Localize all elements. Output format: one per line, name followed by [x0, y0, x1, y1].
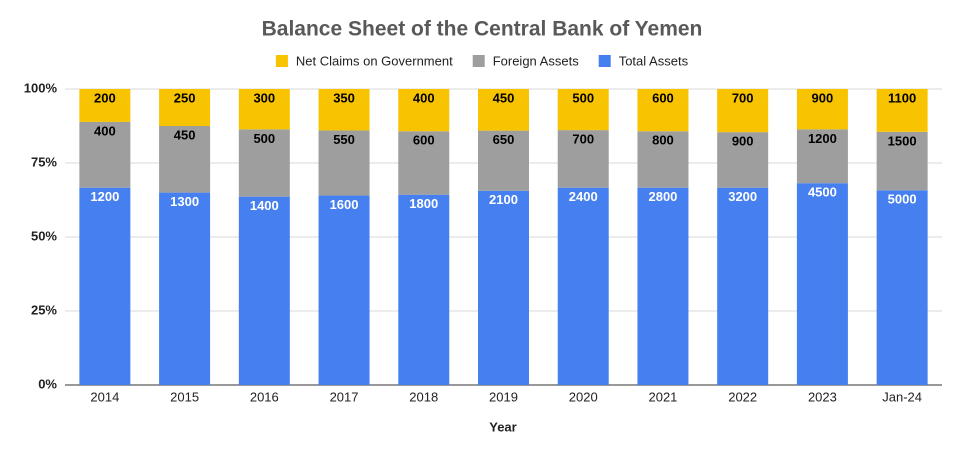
y-tick-label: 50% [31, 228, 57, 243]
bar-segment [637, 131, 689, 188]
bar-segment [79, 121, 131, 188]
data-label: 800 [652, 133, 674, 148]
data-label: 400 [413, 90, 435, 105]
data-label: 450 [493, 90, 515, 105]
x-tick-label: 2018 [409, 389, 438, 404]
bar-segment [637, 89, 689, 132]
x-tick-label: 2022 [728, 389, 757, 404]
x-tick-label: 2019 [489, 389, 518, 404]
data-label: 1200 [808, 131, 837, 146]
data-label: 200 [94, 90, 116, 105]
data-label: 450 [174, 127, 196, 142]
data-label: 1100 [888, 90, 916, 105]
bar-segment [637, 187, 689, 385]
bar-segment [478, 89, 529, 131]
bar-segment [717, 132, 769, 188]
bar-segment [876, 190, 928, 385]
bar-segment [318, 195, 370, 385]
data-label: 1300 [170, 194, 199, 209]
data-label: 4500 [808, 185, 837, 200]
data-label: 600 [413, 133, 435, 148]
bar-segment [796, 183, 848, 385]
data-label: 2800 [648, 189, 677, 204]
legend-label: Net Claims on Government [296, 53, 453, 68]
data-label: 400 [94, 123, 116, 138]
data-label: 2100 [489, 192, 518, 207]
data-label: 900 [812, 90, 834, 105]
data-label: 2400 [569, 189, 598, 204]
bar-segment [557, 187, 609, 385]
bar-segment [478, 130, 529, 191]
y-tick-label: 25% [31, 302, 57, 317]
data-label: 350 [333, 90, 355, 105]
data-label: 1400 [250, 198, 279, 213]
y-tick-label: 0% [38, 376, 57, 391]
legend-label: Total Assets [619, 53, 689, 68]
y-tick-label: 75% [31, 154, 57, 169]
bar-segment [876, 131, 928, 191]
bar-segment [398, 194, 450, 385]
x-tick-label: 2021 [648, 389, 677, 404]
data-label: 250 [174, 90, 196, 105]
bar-segment [717, 187, 769, 385]
bar-segment [159, 192, 211, 385]
bar-segment [796, 89, 848, 130]
data-label: 600 [652, 90, 674, 105]
data-label: 1200 [90, 189, 119, 204]
bar-segment [717, 89, 769, 133]
bar-segment [238, 129, 290, 197]
x-tick-label: Jan-24 [882, 389, 922, 404]
x-tick-label: 2015 [170, 389, 199, 404]
bar-segment [796, 129, 848, 184]
legend-swatch [275, 55, 288, 67]
legend-swatch [472, 55, 485, 67]
x-tick-label: 2020 [569, 389, 598, 404]
x-tick-label: 2016 [250, 389, 279, 404]
x-tick-label: 2017 [330, 389, 359, 404]
bar-segment [238, 196, 290, 385]
bar-segment [159, 126, 211, 193]
bar-segment [79, 187, 131, 385]
x-tick-label: 2023 [808, 389, 837, 404]
x-axis-title: Year [489, 419, 516, 434]
bar-segment [557, 130, 609, 188]
bar-segment [79, 89, 131, 122]
data-label: 700 [572, 132, 594, 147]
bar-segment [318, 89, 370, 131]
bar-segment [478, 190, 529, 385]
data-label: 1500 [888, 133, 917, 148]
data-label: 300 [253, 90, 275, 105]
bar-segment [318, 130, 370, 196]
bar-segment [557, 89, 609, 131]
bar-segment [159, 89, 211, 126]
data-label: 1600 [330, 197, 359, 212]
data-label: 5000 [888, 192, 917, 207]
data-label: 650 [493, 132, 515, 147]
data-label: 550 [333, 132, 355, 147]
y-tick-label: 100% [24, 80, 58, 95]
data-label: 900 [732, 134, 754, 149]
chart-title: Balance Sheet of the Central Bank of Yem… [262, 18, 703, 41]
bar-segment [398, 89, 450, 132]
bar-segment [398, 131, 450, 195]
data-label: 500 [572, 90, 594, 105]
data-label: 1800 [409, 196, 438, 211]
x-tick-label: 2014 [90, 389, 119, 404]
legend-label: Foreign Assets [493, 53, 579, 68]
data-label: 3200 [728, 189, 757, 204]
bar-segment [238, 89, 290, 130]
data-label: 700 [732, 90, 754, 105]
legend-swatch [598, 55, 611, 67]
bar-segment [876, 89, 928, 132]
data-label: 500 [253, 131, 275, 146]
